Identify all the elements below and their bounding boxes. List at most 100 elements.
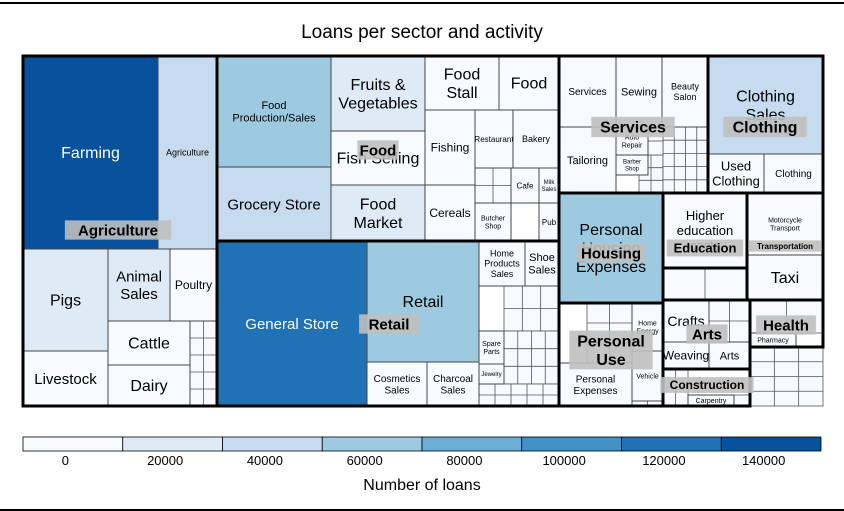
sector-label-bg	[666, 239, 744, 257]
sector-border-health	[748, 298, 825, 349]
colorbar-segment	[720, 436, 822, 452]
tile-label-fruits-vegetables: Fruits & Vegetables	[338, 77, 417, 112]
sector-label-bg	[569, 330, 653, 370]
sector-label-bg	[756, 315, 816, 335]
sector-label-bg	[359, 314, 419, 334]
tile-services	[558, 55, 617, 128]
tile-animal-sales	[107, 248, 171, 322]
tile-cattle	[107, 320, 191, 366]
tile-label-livestock: Livestock	[34, 371, 97, 388]
tile-label-arts: Arts	[720, 350, 740, 362]
tile-label-cereals: Cereals	[429, 206, 470, 220]
sector-label-text: Construction	[670, 378, 745, 392]
colorbar-tick-label: 80000	[446, 453, 482, 468]
tile-restaurant	[474, 109, 514, 169]
sector-label-text: Agriculture	[78, 222, 158, 239]
colorbar-tick-label: 120000	[642, 453, 685, 468]
sector-borders	[21, 54, 825, 408]
colorbar-segment	[22, 436, 124, 452]
tile-label-personal-expenses: Personal Expenses	[574, 374, 618, 397]
tile-label-jewelry: Jewelry	[481, 372, 501, 378]
sector-construction: Carpentry	[687, 394, 735, 407]
tile-label-barber-shop: Barber Shop	[623, 160, 641, 173]
colorbar-tick-label: 0	[62, 453, 69, 468]
filler-tile	[733, 394, 751, 407]
sector-label-text: Housing	[581, 245, 641, 262]
sector-label-bg	[591, 116, 675, 138]
colorbar-segment	[421, 436, 523, 452]
filler-grid	[503, 330, 560, 385]
filler-grid	[749, 346, 824, 407]
tile-label-pub: Pub	[542, 218, 557, 227]
sector-label-bg	[357, 140, 399, 160]
treemap-tiles: Farming Agriculture Pigs Animal Sales Poultry…	[22, 55, 824, 407]
filler-grid	[503, 285, 560, 332]
sector-label-text: Retail	[369, 316, 410, 333]
colorbar-tick-label: 60000	[347, 453, 383, 468]
chart-title: Loans per sector and activity	[301, 22, 543, 43]
sector-label-clothing: Clothing	[723, 116, 807, 138]
sector-health: Pharmacy	[749, 332, 797, 348]
sector-label-construction: Construction	[660, 377, 754, 393]
tile-label-carpentry: Carpentry	[696, 398, 727, 405]
sector-label-bg	[64, 220, 172, 240]
sector-label-bg	[660, 377, 754, 393]
tile-label-cattle: Cattle	[128, 336, 170, 353]
tile-farming	[22, 55, 159, 250]
tile-label-milk-sales: Milk Sales	[541, 180, 556, 193]
tile-label-grocery-store: Grocery Store	[227, 196, 320, 213]
tile-barber-shop	[615, 154, 649, 176]
tile-label-services: Services	[568, 87, 606, 98]
sector-label-bg	[576, 243, 646, 263]
tile-label-cosmetics-sales: Cosmetics Sales	[374, 374, 421, 397]
tile-label-agriculture: Agriculture	[166, 148, 209, 158]
tile-label-used-clothing: Used Clothing	[712, 159, 760, 189]
tile-label-bakery: Bakery	[522, 134, 551, 144]
filler-grid	[189, 320, 218, 407]
colorbar-segment	[222, 436, 323, 452]
colorbar-legend: 0 20000 40000 60000 80000 100000 120000 140000 N…	[22, 436, 822, 494]
tile-label-auto-repair: Auto Repair	[622, 134, 643, 149]
tile-livestock	[22, 350, 109, 407]
sector-labels: Agriculture Food Retail Services Clothing Hou…	[64, 116, 822, 393]
sector-label-text: Transportation	[757, 242, 813, 251]
tile-shoe-sales	[524, 240, 560, 287]
sector-label-education: Education	[666, 239, 744, 257]
tile-label-tailoring: Tailoring	[567, 155, 608, 167]
tile-jewelry	[478, 363, 505, 385]
tile-label-poultry: Poultry	[175, 278, 212, 292]
filler-grid	[478, 383, 560, 407]
tile-label-cafe: Cafe	[517, 181, 534, 190]
tile-label-pigs: Pigs	[50, 293, 81, 310]
sector-label-bg	[748, 240, 822, 252]
tile-label-taxi: Taxi	[771, 270, 799, 287]
tile-food-market	[330, 184, 426, 242]
sector-label-arts: Arts	[686, 324, 728, 344]
sector-label-bg	[723, 116, 807, 138]
sector-label-transportation: Transportation	[748, 240, 822, 252]
tile-label-dairy: Dairy	[130, 378, 167, 395]
filler-grid	[662, 126, 709, 194]
sector-label-text: Education	[674, 241, 737, 256]
tile-label-food-stall: Food Stall	[444, 66, 480, 101]
colorbar-tick-label: 100000	[542, 453, 585, 468]
sector-education: Highereducationcosts	[662, 192, 748, 269]
colorbar-tick-label: 40000	[247, 453, 283, 468]
filler-grid	[474, 167, 512, 204]
tile-label-beauty-salon: Beauty Salon	[671, 81, 700, 101]
tile-label-general-store: General Store	[245, 316, 338, 333]
tile-spare-parts	[478, 330, 505, 365]
tile-label-clothing: Clothing	[775, 169, 812, 180]
sector-label-text: Food	[360, 142, 397, 159]
tile-label-sewing: Sewing	[621, 86, 657, 98]
colorbar-segment	[321, 436, 423, 452]
colorbar-tick-label: 20000	[147, 453, 183, 468]
tile-label-farming: Farming	[61, 145, 120, 162]
tile-used-clothing	[707, 153, 765, 194]
tile-fishing	[424, 109, 476, 186]
sector-label-text: Services	[600, 120, 666, 137]
tile-butcher-shop	[474, 202, 512, 242]
